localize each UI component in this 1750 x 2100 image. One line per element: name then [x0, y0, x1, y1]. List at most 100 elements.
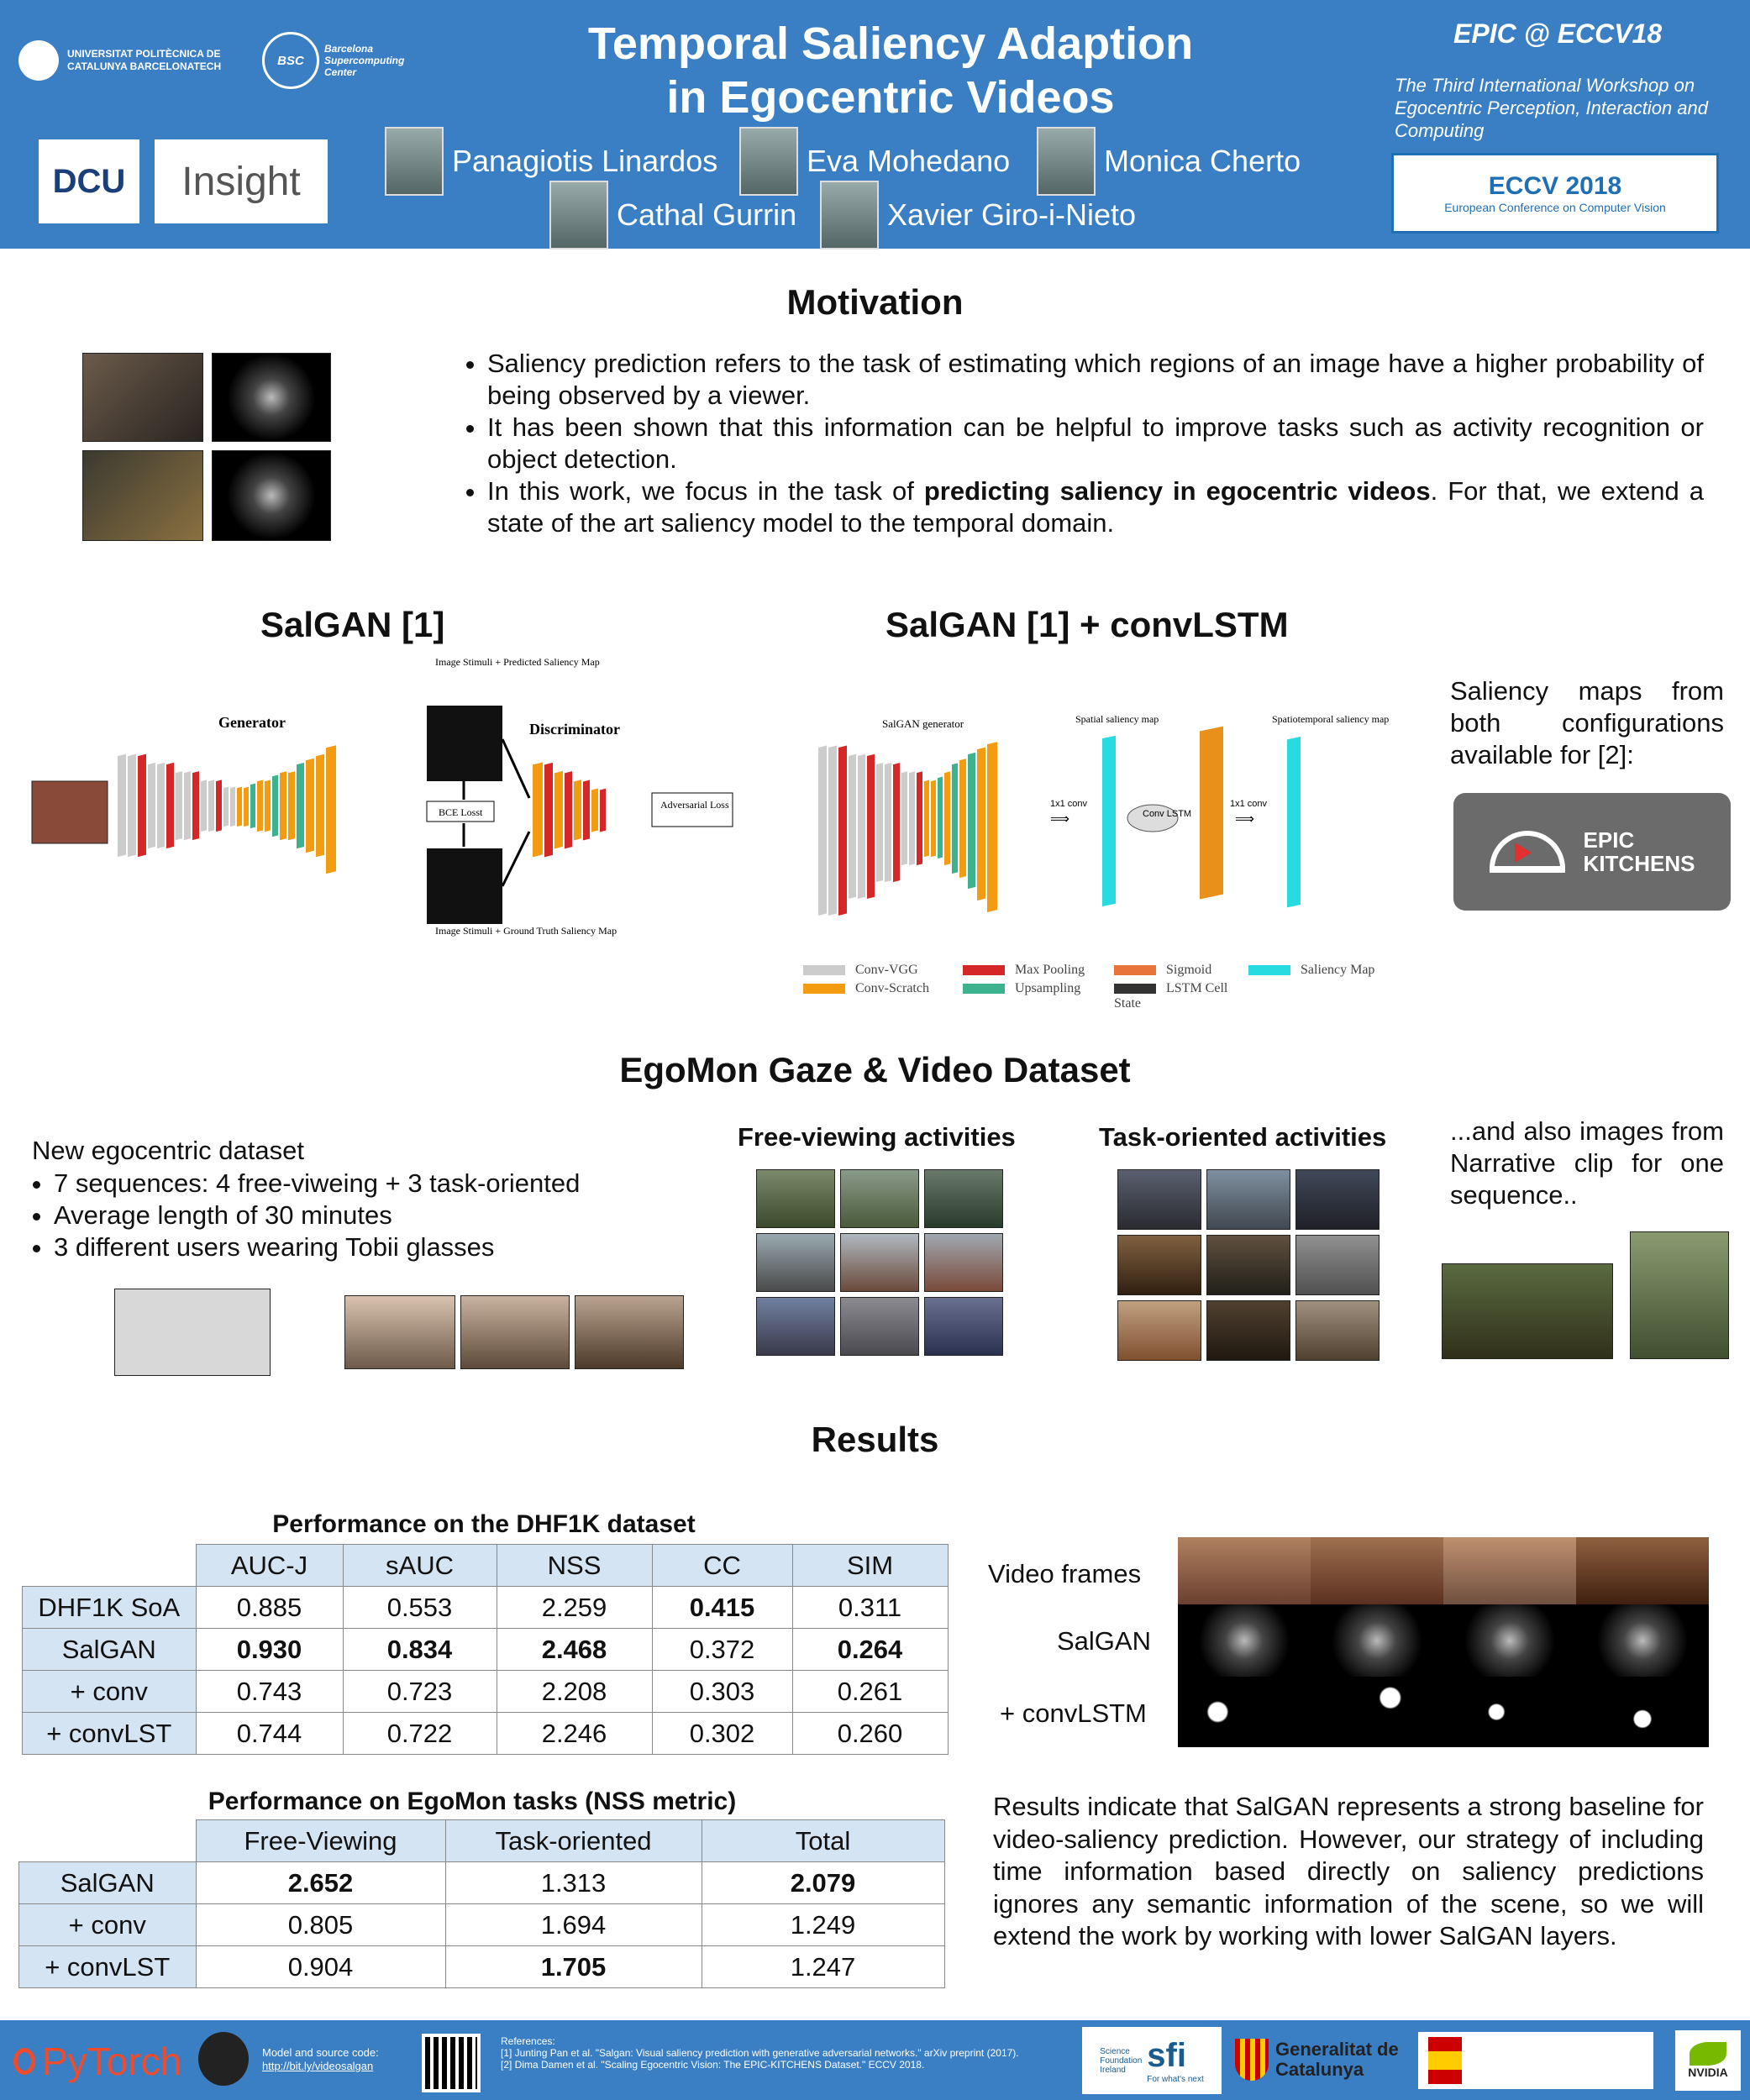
- dataset-bullet-3: 3 different users wearing Tobii glasses: [54, 1231, 696, 1263]
- svg-text:⟹: ⟹: [1050, 812, 1069, 827]
- network-layer: [574, 780, 581, 841]
- free-viewing-frame: [756, 1233, 835, 1292]
- lstm-row-label: + convLSTM: [1000, 1698, 1147, 1728]
- free-viewing-frame: [924, 1297, 1003, 1356]
- row-label: + conv: [18, 1903, 197, 1946]
- network-layer: [288, 771, 295, 841]
- network-layer: [244, 786, 249, 827]
- task-oriented-frame: [1117, 1300, 1201, 1361]
- table-cell: 1.247: [701, 1945, 945, 1988]
- salgan-diagram: Generator Image Stimuli + Predicted Sali…: [25, 655, 748, 974]
- free-viewing-frame: [756, 1169, 835, 1228]
- spatiotemporal-map-label: Spatiotemporal saliency map: [1272, 713, 1389, 725]
- task-oriented-frame: [1206, 1300, 1290, 1361]
- table-cell: 0.744: [195, 1712, 344, 1755]
- table-cell: 0.904: [195, 1945, 446, 1988]
- network-layer: [977, 747, 985, 901]
- generalitat-logo: Generalitat de Catalunya: [1235, 2039, 1410, 2081]
- salgan-row-label: SalGAN: [1057, 1626, 1151, 1656]
- eccv-logo: ECCV 2018 European Conference on Compute…: [1391, 153, 1719, 234]
- author-photo: [1037, 127, 1096, 196]
- motivation-bullet-2: It has been shown that this information …: [487, 412, 1704, 475]
- network-layer: [257, 780, 263, 832]
- table-row: + conv 0.743 0.723 2.208 0.303 0.261: [22, 1670, 949, 1713]
- network-layer: [216, 780, 222, 832]
- upc-dots-icon: [18, 40, 59, 81]
- network-layer: [184, 771, 191, 841]
- network-layer: [118, 753, 126, 858]
- sfi-logo: Science Foundation Ireland sfi For what'…: [1082, 2027, 1222, 2094]
- tobii-glasses-photo: [114, 1289, 271, 1376]
- network-layer: [917, 771, 922, 866]
- task-oriented-frame: [1206, 1235, 1290, 1295]
- narrative-note: ...and also images from Narrative clip f…: [1450, 1116, 1724, 1210]
- task-oriented-grid: [1117, 1169, 1385, 1361]
- row-label: DHF1K SoA: [22, 1586, 197, 1629]
- qr-code[interactable]: [422, 2034, 481, 2092]
- table-cell: 0.415: [651, 1586, 793, 1629]
- convlstm-prediction: [1178, 1677, 1311, 1747]
- network-layer: [148, 762, 155, 849]
- task-oriented-frame: [1295, 1169, 1380, 1230]
- spain-coat-of-arms-icon: [1428, 2037, 1462, 2084]
- table-cell: 0.834: [342, 1628, 497, 1671]
- frames-row-label: Video frames: [988, 1559, 1142, 1588]
- legend-swatch: [1248, 965, 1290, 976]
- salgan-lstm-title: SalGAN [1] + convLSTM: [886, 605, 1289, 644]
- task-oriented-frame: [1295, 1235, 1380, 1295]
- nvidia-logo: NVIDIA: [1675, 2030, 1741, 2091]
- row-label: + convLST: [18, 1945, 197, 1988]
- insight-logo: Insight: [155, 139, 328, 223]
- table-cell: 0.743: [195, 1670, 344, 1713]
- convlstm-prediction: [1576, 1677, 1709, 1747]
- author-3: Monica Cherto: [1037, 127, 1301, 196]
- epic-kitchens-logo: EPIC KITCHENS: [1453, 793, 1731, 911]
- dhf1k-results-table: AUC-J sAUC NSS CC SIM DHF1K SoA 0.885 0.55…: [22, 1544, 949, 1755]
- table1-header: CC: [651, 1544, 793, 1587]
- network-layer: [959, 759, 966, 879]
- motivation-bullet-1: Saliency prediction refers to the task o…: [487, 348, 1704, 412]
- table-cell: 0.722: [342, 1712, 497, 1755]
- ground-truth-map-label: Image Stimuli + Ground Truth Saliency Ma…: [435, 925, 617, 937]
- network-layer: [250, 783, 255, 829]
- network-layer: [828, 745, 837, 916]
- references: References: [1] Junting Pan et al. "Salg…: [501, 2035, 1019, 2071]
- bsc-logo: BSC Barcelona Supercomputing Center: [262, 32, 481, 89]
- spatial-map-label: Spatial saliency map: [1075, 713, 1159, 725]
- narrative-clip-photo-2: [1630, 1231, 1729, 1359]
- qualitative-results-grid: [1178, 1537, 1709, 1747]
- network-layer: [316, 753, 324, 858]
- salgan-architecture-figure: Generator Image Stimuli + Predicted Sali…: [31, 656, 733, 937]
- generator-label: Generator: [218, 714, 286, 731]
- network-layer: [230, 786, 235, 827]
- table2-caption: Performance on EgoMon tasks (NSS metric): [208, 1788, 737, 1815]
- workshop-name: EPIC @ ECCV18: [1453, 18, 1663, 49]
- kitchen-frame-2: [82, 450, 203, 541]
- table-cell: 0.885: [195, 1586, 344, 1629]
- table-cell: 0.311: [791, 1586, 949, 1629]
- author-photo: [549, 181, 608, 249]
- table1-header: SIM: [791, 1544, 949, 1587]
- table1-header: AUC-J: [195, 1544, 344, 1587]
- network-layer: [237, 786, 242, 827]
- legend-swatch: [1114, 965, 1156, 976]
- motivation-bullets: Saliency prediction refers to the task o…: [457, 348, 1704, 539]
- title-line-1: Temporal Saliency Adaption: [587, 18, 1194, 69]
- network-layer: [968, 752, 975, 890]
- table-row: + conv 0.805 1.694 1.249: [18, 1903, 945, 1946]
- results-title: Results: [811, 1420, 939, 1459]
- table-cell: 2.246: [496, 1712, 653, 1755]
- table-cell: 1.249: [701, 1903, 945, 1946]
- code-link[interactable]: http://bit.ly/videosalgan: [262, 2060, 374, 2072]
- network-layer: [885, 763, 891, 883]
- kitchen-frame-1: [82, 353, 203, 442]
- salgan-lstm-architecture-figure: SalGAN generator Spatial saliency map 1x…: [818, 713, 1389, 916]
- table-cell: 0.553: [342, 1586, 497, 1629]
- network-layer: [931, 780, 936, 858]
- network-layer: [554, 770, 563, 849]
- bce-loss-label: BCE Losst: [439, 806, 483, 818]
- network-layer: [326, 745, 336, 874]
- table-cell: 0.805: [195, 1903, 446, 1946]
- bsc-emblem-icon: BSC: [262, 32, 319, 89]
- row-label: + conv: [22, 1670, 197, 1713]
